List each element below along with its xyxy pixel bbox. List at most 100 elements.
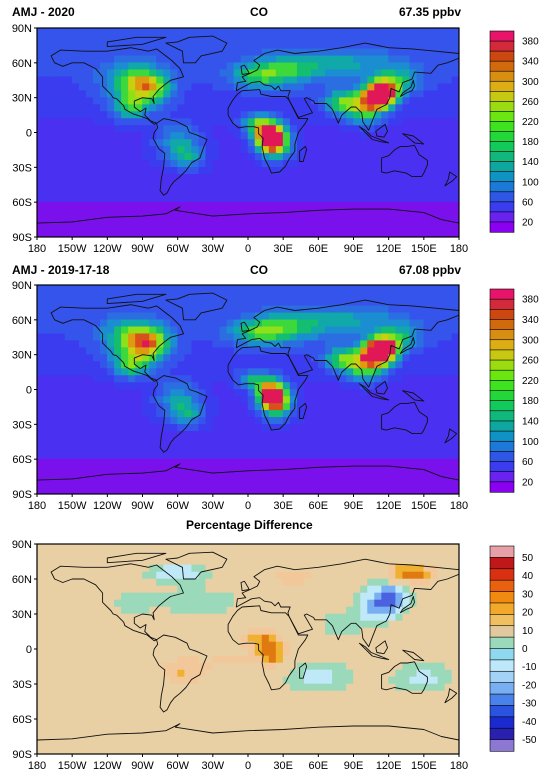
colorbar-label: 100 [522,177,539,188]
coastline-africa [227,346,309,431]
colorbar-label: 180 [522,396,539,407]
lat-label: 0 [26,385,32,397]
colorbar-swatch [489,40,515,52]
coastline-greenland [165,551,228,580]
colorbar-swatch [489,101,515,112]
coastline-africa [227,605,309,691]
colorbar-swatch [489,670,515,684]
colorbar-label: -50 [522,735,537,746]
lat-label: 60N [12,574,32,586]
lon-label: 150E [411,500,437,512]
colorbar-swatch [489,400,515,412]
colorbar-swatch [489,739,515,752]
colorbar-label: 20 [522,217,534,228]
colorbar: 50 40 30 20 10 0 -10 -20 -30 -40 -50 [489,545,537,752]
colorbar-swatch [489,430,515,442]
colorbar-swatch [489,557,515,570]
lat-label: 60S [12,714,32,726]
colorbar-swatch [489,91,515,102]
colorbar-swatch [489,614,515,627]
colorbar-swatch [489,369,515,381]
colorbar-swatch [489,60,515,72]
lon-label: 180 [450,500,468,512]
map-field [37,285,459,494]
coastline-newguinea [402,649,425,662]
coastline-madagascar [299,145,308,162]
coastline-africa [227,89,309,174]
colorbar-label: 100 [522,437,539,448]
lat-label: 90N [12,280,32,292]
lon-label: 120W [93,760,122,772]
colorbar-swatch [489,390,515,402]
colorbar-swatch [489,201,515,213]
lon-label: 120W [93,243,122,255]
colorbar-swatch [489,339,515,351]
colorbar-swatch [489,191,515,203]
lon-label: 180 [450,760,468,772]
coastline-antarctica [37,723,459,754]
coastline-eurasia [235,558,459,648]
colorbar-swatch [489,648,515,661]
lon-label: 150E [411,760,437,772]
coastline-australia [381,401,428,435]
colorbar-swatch [489,171,515,183]
colorbar-label: 60 [522,457,534,468]
lon-label: 30W [202,243,225,255]
lat-label: 90N [12,539,32,551]
coastline-newguinea [402,133,425,145]
colorbar-swatch [489,319,515,331]
colorbar-swatch [489,693,515,707]
lon-label: 30E [273,760,293,772]
colorbar-label: -10 [522,662,537,673]
colorbar-label: 10 [522,626,534,637]
coastline-sa [152,634,208,713]
colorbar-label: 30 [522,589,534,600]
colorbar-label: -20 [522,680,537,691]
panel-co-2020: AMJ - 2020 CO 67.35 ppbv 90N 60N 30N 0 30S 60… [0,0,550,258]
lon-label: 60E [309,243,329,255]
lon-label: 150E [411,243,437,255]
lat-label: 0 [26,644,32,656]
coastline-antarctica [37,463,459,494]
panel-title-right: 67.08 ppbv [399,263,462,277]
colorbar-label: 300 [522,335,539,346]
map-field [37,28,459,237]
coastline-borneo [375,380,388,395]
coastline-japan [399,336,415,354]
colorbar-swatch [489,50,515,62]
colorbar-swatch [489,141,515,153]
lat-label: 60S [12,454,32,466]
colorbar-swatch [489,682,515,695]
lat-label: 60N [12,315,32,327]
coastline-madagascar [299,662,308,679]
colorbar-swatch [489,161,515,173]
colorbar-label: 220 [522,376,539,387]
colorbar-label: 20 [522,477,534,488]
colorbar-swatch [489,568,515,581]
lon-label: 90E [344,243,364,255]
lat-label: 30N [12,609,32,621]
colorbar-label: 380 [522,37,539,48]
colorbar-swatch [489,602,515,615]
colorbar-swatch [489,221,515,233]
colorbar-swatch [489,716,515,729]
coastline-eurasia [235,42,459,131]
lat-label: 90S [12,232,32,244]
coastline-uk [240,321,250,332]
lat-label: 30S [12,162,32,174]
lon-label: 150W [58,500,87,512]
panel-percentage-difference: Percentage Difference 90N 60N 30N 0 30S 60S 90… [0,517,550,781]
colorbar-swatch [489,308,515,321]
colorbar-swatch [489,705,515,718]
colorbar-swatch [489,727,515,741]
lon-label: 90W [131,760,154,772]
colorbar-label: 140 [522,157,539,168]
panel-title-left: AMJ - 2019-17-18 [12,263,110,277]
coastline-arcticis [106,552,167,564]
colorbar-label: 340 [522,315,539,326]
colorbar-swatch [489,451,515,463]
lat-label: 30N [12,350,32,362]
lon-label: 0 [245,760,251,772]
colorbar-label: 180 [522,137,539,148]
